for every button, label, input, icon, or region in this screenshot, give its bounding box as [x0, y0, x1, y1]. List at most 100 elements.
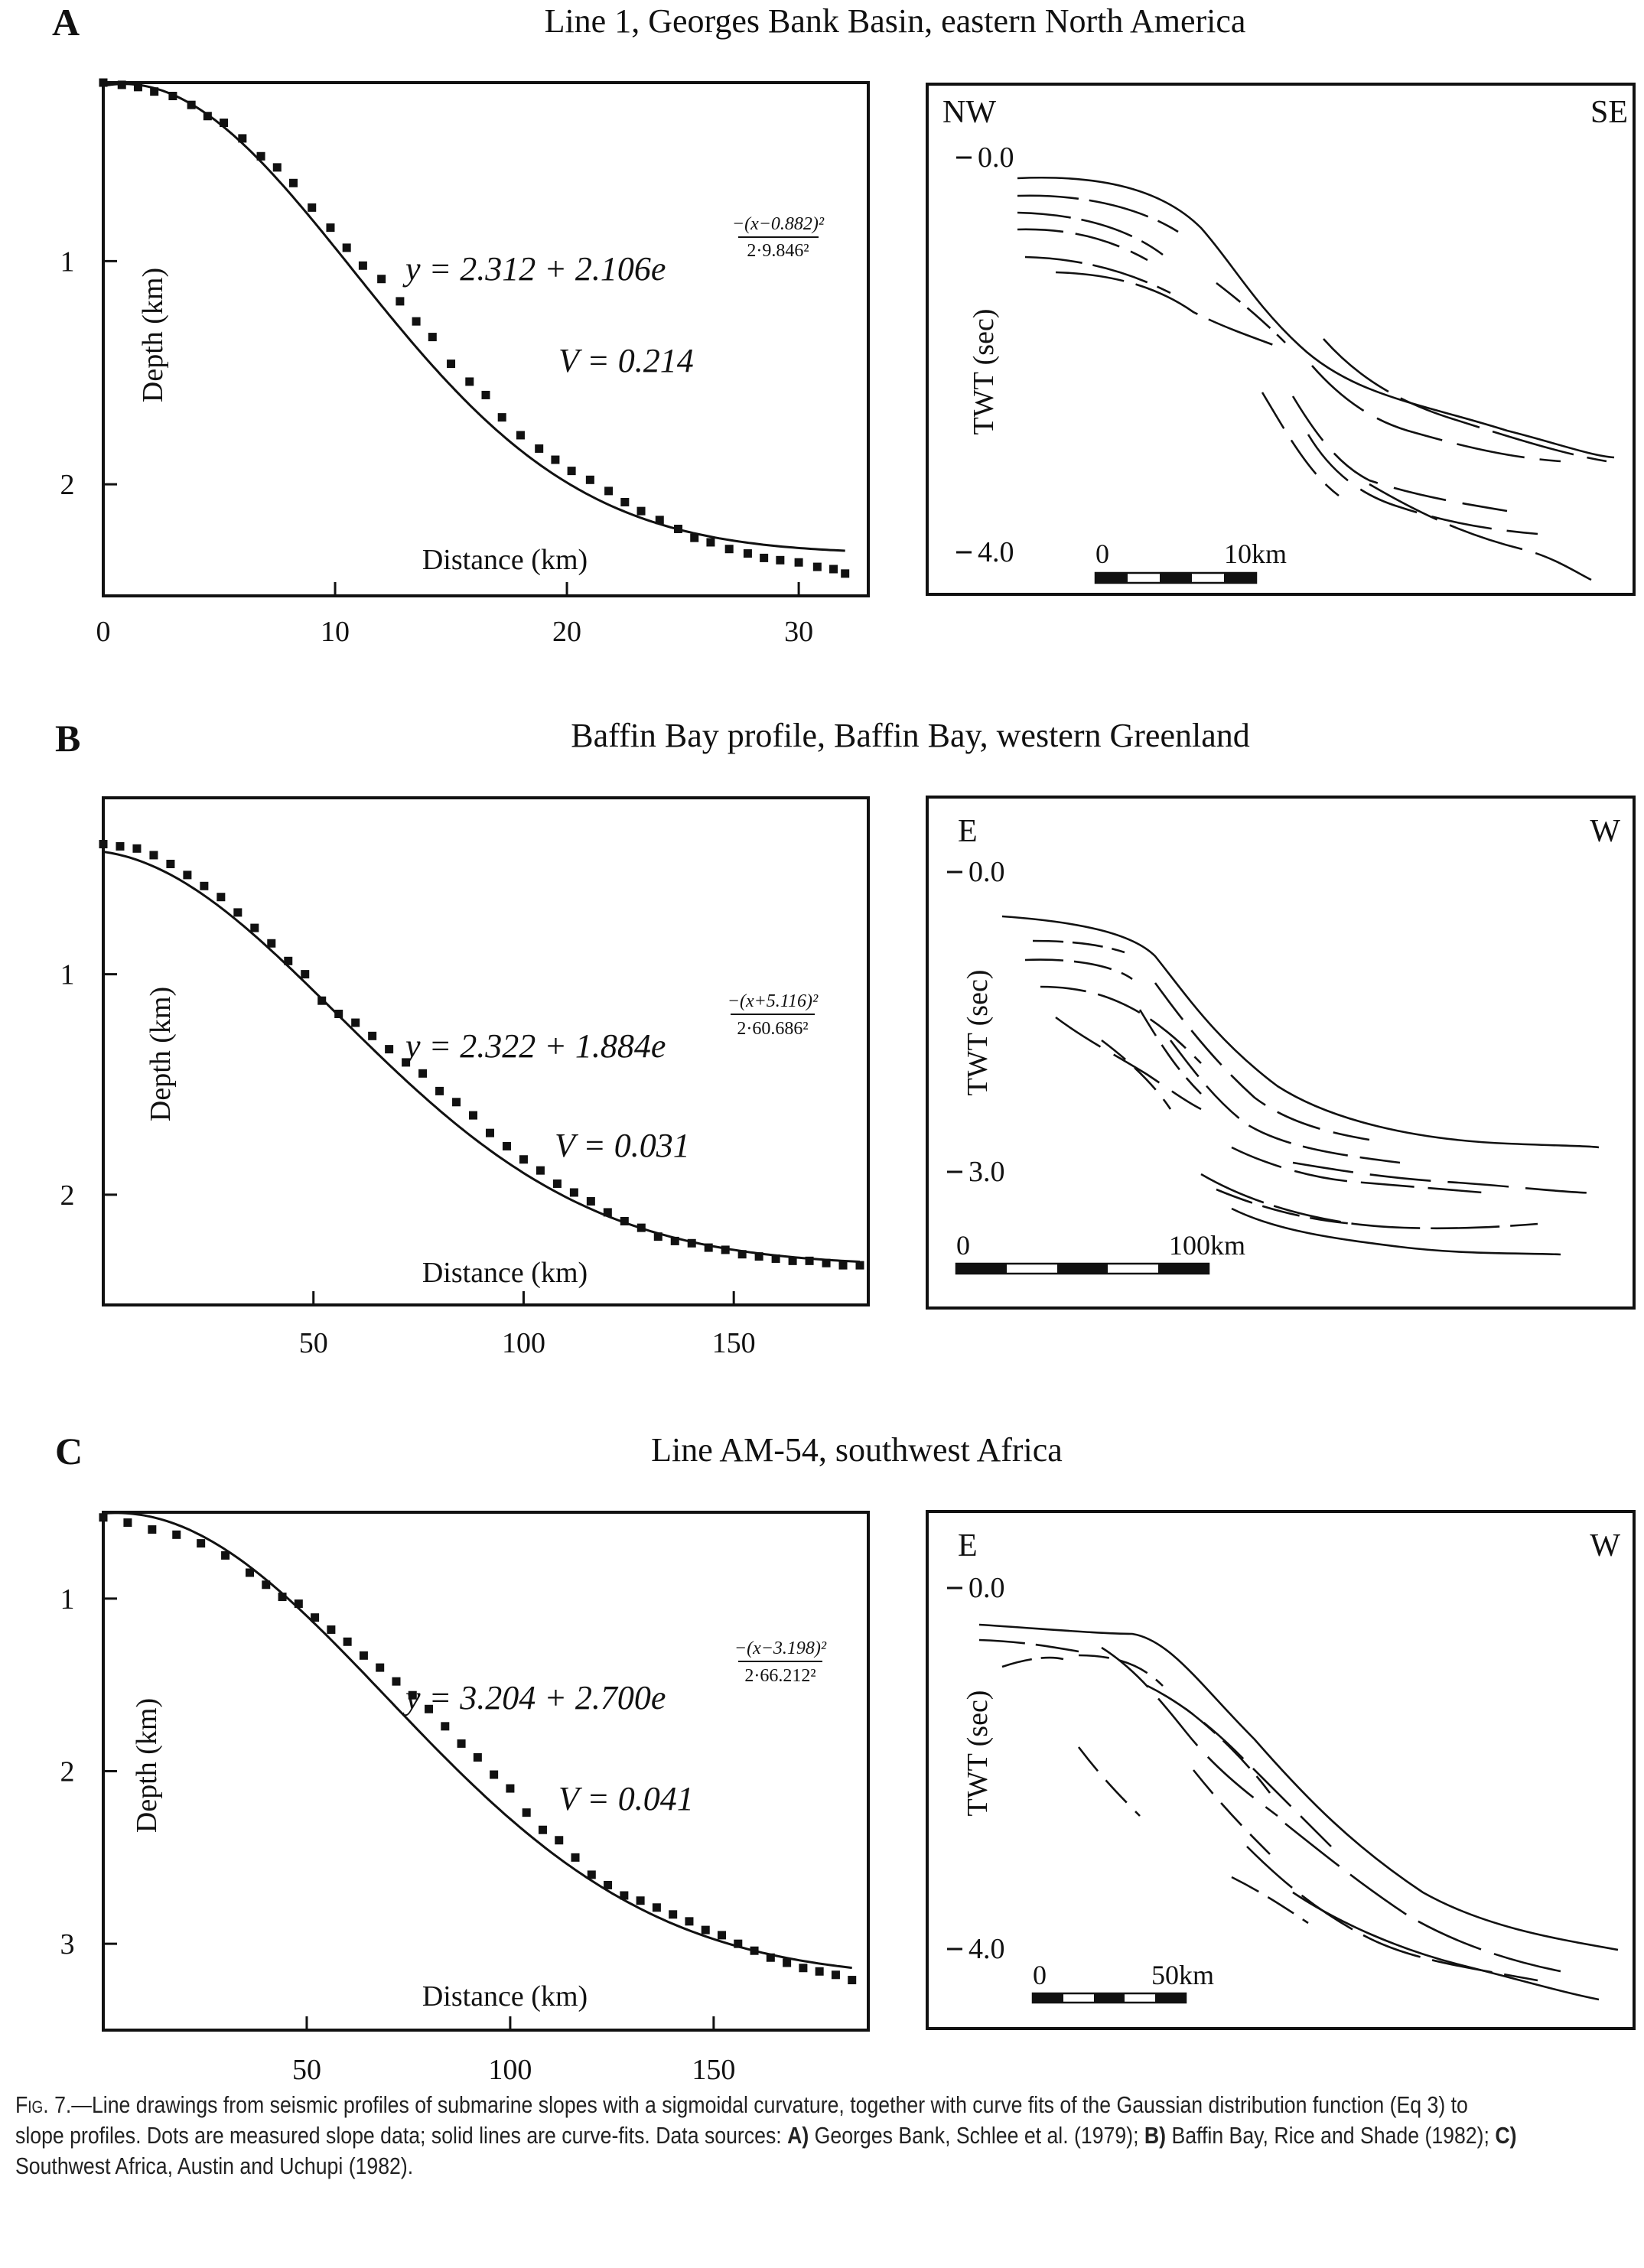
fit-exponent-denominator: 2·66.212²: [744, 1666, 815, 1686]
data-point: [855, 1261, 864, 1270]
data-point: [149, 851, 158, 860]
data-point: [197, 1539, 206, 1548]
caption-c-label: C): [1495, 2122, 1517, 2149]
x-tick-label: 150: [712, 1327, 756, 1359]
data-point: [841, 569, 850, 578]
data-point: [133, 83, 142, 92]
data-point: [385, 1045, 394, 1054]
data-point: [481, 390, 490, 399]
data-point: [620, 497, 630, 506]
data-point: [99, 840, 108, 849]
data-point: [754, 1252, 763, 1261]
direction-right: W: [1590, 814, 1620, 849]
figure-caption: Fig. 7.—Line drawings from seismic profi…: [15, 2090, 1516, 2182]
scale-bar-start: 0: [1033, 1960, 1047, 1990]
data-point: [636, 506, 646, 516]
data-point: [392, 1677, 401, 1686]
data-point: [377, 275, 386, 284]
data-point: [687, 1238, 696, 1248]
data-point: [216, 893, 226, 902]
data-point: [317, 996, 327, 1005]
caption-a-label: A): [787, 2122, 809, 2149]
y-axis-label: Depth (km): [131, 1698, 163, 1833]
data-point: [620, 1891, 629, 1900]
seismic-reflectors: [978, 1623, 1619, 2001]
data-point: [368, 1031, 377, 1040]
data-point: [425, 1704, 434, 1713]
fit-exponent-denominator: 2·60.686²: [737, 1019, 808, 1039]
data-point: [497, 413, 506, 422]
direction-right: W: [1590, 1528, 1620, 1564]
fit-equation: y = 2.312 + 2.106e: [402, 250, 666, 288]
data-point: [148, 1525, 157, 1534]
data-point: [99, 78, 108, 87]
panel-letter-c: C: [55, 1430, 83, 1472]
data-point: [838, 1261, 848, 1270]
seismic-line-drawing-c: E W 0.0 4.0 TWT (sec) 0 50km: [926, 1510, 1636, 2030]
data-point: [653, 1232, 662, 1241]
data-point: [502, 1141, 511, 1150]
data-point: [396, 297, 405, 306]
caption-b-label: B): [1144, 2122, 1167, 2149]
seismic-reflectors: [1001, 915, 1600, 1256]
fit-equation: y = 3.204 + 2.700e: [402, 1679, 666, 1716]
seismic-reflectors: [1017, 176, 1615, 581]
data-point: [734, 1939, 743, 1948]
data-point: [766, 1953, 775, 1962]
direction-right: SE: [1590, 95, 1628, 130]
data-point: [294, 1599, 303, 1609]
data-point: [402, 1058, 411, 1067]
panel-title-c: Line AM-54, southwest Africa: [651, 1431, 1063, 1469]
scale-bar-end: 50km: [1151, 1960, 1214, 1990]
data-point: [288, 178, 298, 187]
data-point: [516, 431, 525, 440]
data-point: [469, 1111, 478, 1120]
twt-top-value: 0.0: [968, 856, 1005, 888]
x-tick-label: 20: [552, 616, 581, 648]
data-point: [150, 87, 159, 96]
data-point: [412, 317, 421, 326]
axis-ticks: 0 10 20 30 1 2: [60, 246, 814, 648]
x-tick-label: 30: [784, 616, 813, 648]
data-point: [760, 553, 769, 562]
data-point: [457, 1739, 466, 1748]
scale-bar-start: 0: [956, 1230, 970, 1261]
data-point: [701, 1925, 710, 1934]
scale-bar: [1094, 571, 1258, 584]
plot-frame: [102, 81, 870, 597]
data-point: [485, 1128, 494, 1137]
direction-left: E: [958, 1528, 978, 1564]
x-axis-label: Distance (km): [422, 1257, 588, 1289]
data-point: [685, 1917, 694, 1926]
x-tick-label: 100: [502, 1327, 545, 1359]
data-point: [311, 1613, 320, 1622]
data-point: [166, 859, 175, 868]
data-point: [603, 1208, 612, 1217]
fit-exponent-numerator: −(x+5.116)²: [728, 991, 819, 1011]
data-point: [670, 1236, 679, 1245]
data-point: [435, 1086, 444, 1095]
data-point: [585, 475, 594, 484]
scale-bar-end: 10km: [1224, 539, 1287, 569]
direction-left: E: [958, 814, 978, 849]
data-point: [555, 1836, 564, 1845]
data-point: [447, 360, 456, 369]
gaussian-fit-curve: [103, 1511, 852, 1970]
twt-top-value: 0.0: [978, 142, 1014, 174]
gaussian-fit-curve: [103, 83, 845, 552]
data-point: [168, 92, 177, 101]
measured-data-points: [99, 1513, 857, 1985]
twt-bottom-value: 4.0: [968, 1933, 1005, 1965]
y-tick-label: 2: [60, 1756, 75, 1788]
fit-exponent-numerator: −(x−3.198)²: [734, 1638, 827, 1658]
data-point: [586, 1197, 595, 1206]
v-statistic: V = 0.041: [558, 1780, 694, 1817]
data-point: [831, 1970, 840, 1980]
data-point: [506, 1784, 515, 1793]
data-point: [604, 1880, 613, 1889]
data-point: [220, 119, 229, 128]
data-point: [250, 923, 259, 932]
x-tick-label: 50: [299, 1327, 328, 1359]
data-point: [552, 1179, 562, 1188]
